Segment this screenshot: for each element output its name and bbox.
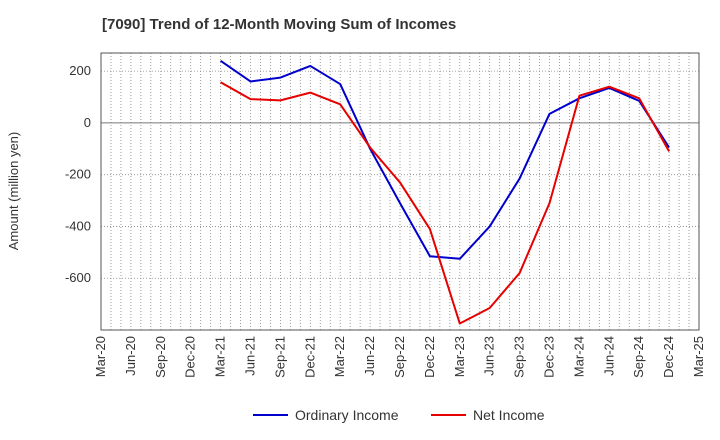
- x-tick-label: Sep-22: [392, 336, 407, 378]
- y-tick-label: -400: [65, 218, 91, 233]
- x-tick-label: Sep-20: [153, 336, 168, 378]
- x-tick-label: Mar-22: [332, 336, 347, 377]
- x-tick-label: Dec-20: [183, 336, 198, 378]
- series-line-ordinary-income: [220, 59, 670, 260]
- x-tick-label: Jun-22: [362, 336, 377, 376]
- x-tick-label: Mar-21: [213, 336, 228, 377]
- x-tick-label: Dec-23: [542, 336, 557, 378]
- y-tick-label: -600: [65, 270, 91, 285]
- x-tick-label: Mar-23: [452, 336, 467, 377]
- series-layer: [220, 59, 670, 325]
- x-tick-label: Sep-21: [272, 336, 287, 378]
- legend-label: Ordinary Income: [295, 407, 399, 423]
- y-tick-label: 0: [84, 115, 91, 130]
- legend: Ordinary Income Net Income: [253, 407, 545, 423]
- grid: [100, 52, 700, 331]
- x-tick-label: Dec-22: [422, 336, 437, 378]
- series-line-net-income: [220, 81, 670, 325]
- chart-title: [7090] Trend of 12-Month Moving Sum of I…: [102, 16, 457, 33]
- x-tick-label: Dec-24: [661, 336, 676, 378]
- x-tick-label: Jun-24: [601, 336, 616, 376]
- x-tick-label: Sep-23: [512, 336, 527, 378]
- y-axis-title: Amount (million yen): [6, 132, 21, 251]
- x-tick-label: Jun-20: [123, 336, 138, 376]
- x-tick-label: Mar-20: [93, 336, 108, 377]
- x-tick-labels: Mar-20 Jun-20 Sep-20 Dec-20 Mar-21 Jun-21 Sep-…: [93, 336, 706, 378]
- x-tick-label: Mar-25: [691, 336, 706, 377]
- legend-label: Net Income: [473, 407, 545, 423]
- x-tick-label: Sep-24: [631, 336, 646, 378]
- y-tick-label: 200: [69, 63, 91, 78]
- x-tick-label: Jun-21: [243, 336, 258, 376]
- y-tick-label: -200: [65, 167, 91, 182]
- y-tick-labels: 200 0 -200 -400 -600: [65, 63, 91, 285]
- plot-frame: [100, 52, 700, 331]
- x-tick-label: Jun-23: [482, 336, 497, 376]
- x-tick-label: Mar-24: [571, 336, 586, 377]
- x-tick-label: Dec-21: [302, 336, 317, 378]
